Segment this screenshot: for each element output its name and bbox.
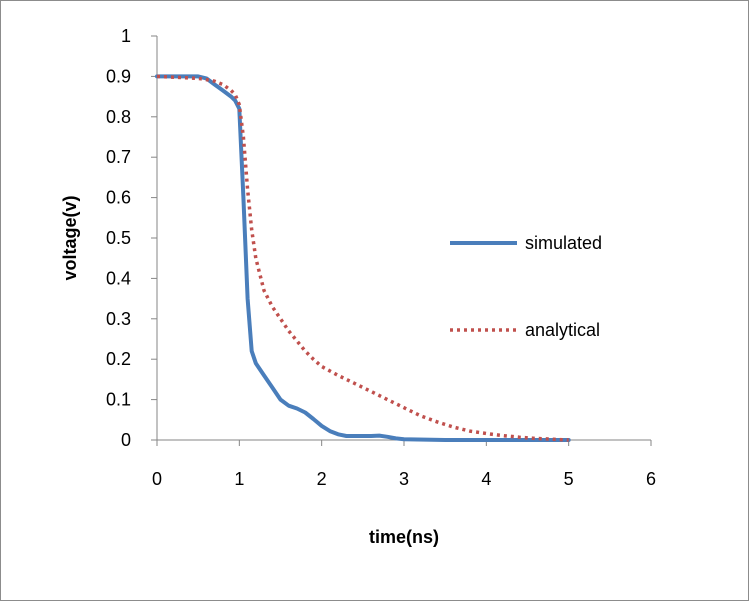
legend-label-analytical: analytical <box>525 320 600 340</box>
y-tick-label: 0.2 <box>106 349 131 369</box>
x-tick-label: 4 <box>481 469 491 489</box>
x-axis-title: time(ns) <box>369 527 439 547</box>
x-tick-label: 3 <box>399 469 409 489</box>
y-axis-title: voltage(v) <box>60 195 80 280</box>
x-tick-label: 0 <box>152 469 162 489</box>
y-tick-label: 0 <box>121 430 131 450</box>
y-tick-label: 0.4 <box>106 268 131 288</box>
series-line-simulated <box>155 74 571 442</box>
x-tick-label: 5 <box>564 469 574 489</box>
x-tick-label: 6 <box>646 469 656 489</box>
legend: simulated analytical <box>450 233 602 340</box>
y-tick-label: 0.3 <box>106 309 131 329</box>
x-tick-label: 2 <box>317 469 327 489</box>
y-tick-label: 0.6 <box>106 188 131 208</box>
series-line-analytical <box>156 74 569 442</box>
y-tick-label: 0.8 <box>106 107 131 127</box>
x-tick-label: 1 <box>234 469 244 489</box>
ticks: 0 0.1 0.2 0.3 0.4 0.5 0.6 0.7 0.8 0.9 1 0 1 2 3 4 5 6 <box>106 26 656 489</box>
y-tick-label: 0.9 <box>106 66 131 86</box>
series-lines <box>155 74 571 442</box>
y-tick-label: 0.5 <box>106 228 131 248</box>
legend-label-simulated: simulated <box>525 233 602 253</box>
y-tick-label: 1 <box>121 26 131 46</box>
y-tick-label: 0.7 <box>106 147 131 167</box>
y-tick-label: 0.1 <box>106 390 131 410</box>
